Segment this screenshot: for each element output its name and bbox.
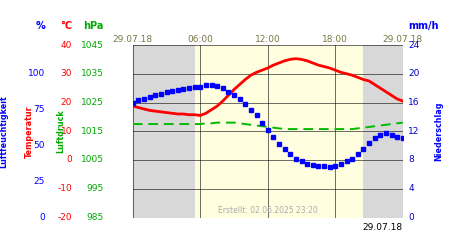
Text: 100: 100 xyxy=(28,69,45,78)
Text: 10: 10 xyxy=(60,127,72,136)
Text: °C: °C xyxy=(60,21,72,31)
Text: Luftfeuchtigkeit: Luftfeuchtigkeit xyxy=(0,95,8,168)
Text: Temperatur: Temperatur xyxy=(25,105,34,158)
Text: 0: 0 xyxy=(408,213,414,222)
Text: 0: 0 xyxy=(66,156,72,164)
Text: 30: 30 xyxy=(60,69,72,78)
Text: 20: 20 xyxy=(61,98,72,107)
Text: 12: 12 xyxy=(408,127,419,136)
Text: 1005: 1005 xyxy=(81,156,104,164)
Text: 4: 4 xyxy=(408,184,414,193)
Text: hPa: hPa xyxy=(83,21,104,31)
Bar xyxy=(194,45,364,218)
Text: -20: -20 xyxy=(57,213,72,222)
Text: 1045: 1045 xyxy=(81,40,104,50)
Text: 25: 25 xyxy=(34,177,45,186)
Text: 995: 995 xyxy=(86,184,104,193)
Bar xyxy=(133,45,194,218)
Text: %: % xyxy=(35,21,45,31)
Text: 50: 50 xyxy=(33,141,45,150)
Text: 8: 8 xyxy=(408,156,414,164)
Text: 16: 16 xyxy=(408,98,420,107)
Text: 40: 40 xyxy=(61,40,72,50)
Text: mm/h: mm/h xyxy=(408,21,439,31)
Text: 0: 0 xyxy=(39,213,45,222)
Text: Niederschlag: Niederschlag xyxy=(434,102,443,161)
Text: 1015: 1015 xyxy=(81,127,104,136)
Text: Luftdruck: Luftdruck xyxy=(56,110,65,153)
Bar xyxy=(364,45,403,218)
Text: 29.07.18: 29.07.18 xyxy=(363,223,403,232)
Text: 75: 75 xyxy=(33,105,45,114)
Text: 985: 985 xyxy=(86,213,104,222)
Text: -10: -10 xyxy=(57,184,72,193)
Text: 1035: 1035 xyxy=(81,69,104,78)
Text: 24: 24 xyxy=(408,40,419,50)
Text: 1025: 1025 xyxy=(81,98,104,107)
Text: 20: 20 xyxy=(408,69,419,78)
Text: Erstellt: 02.06.2025 23:20: Erstellt: 02.06.2025 23:20 xyxy=(218,206,318,214)
